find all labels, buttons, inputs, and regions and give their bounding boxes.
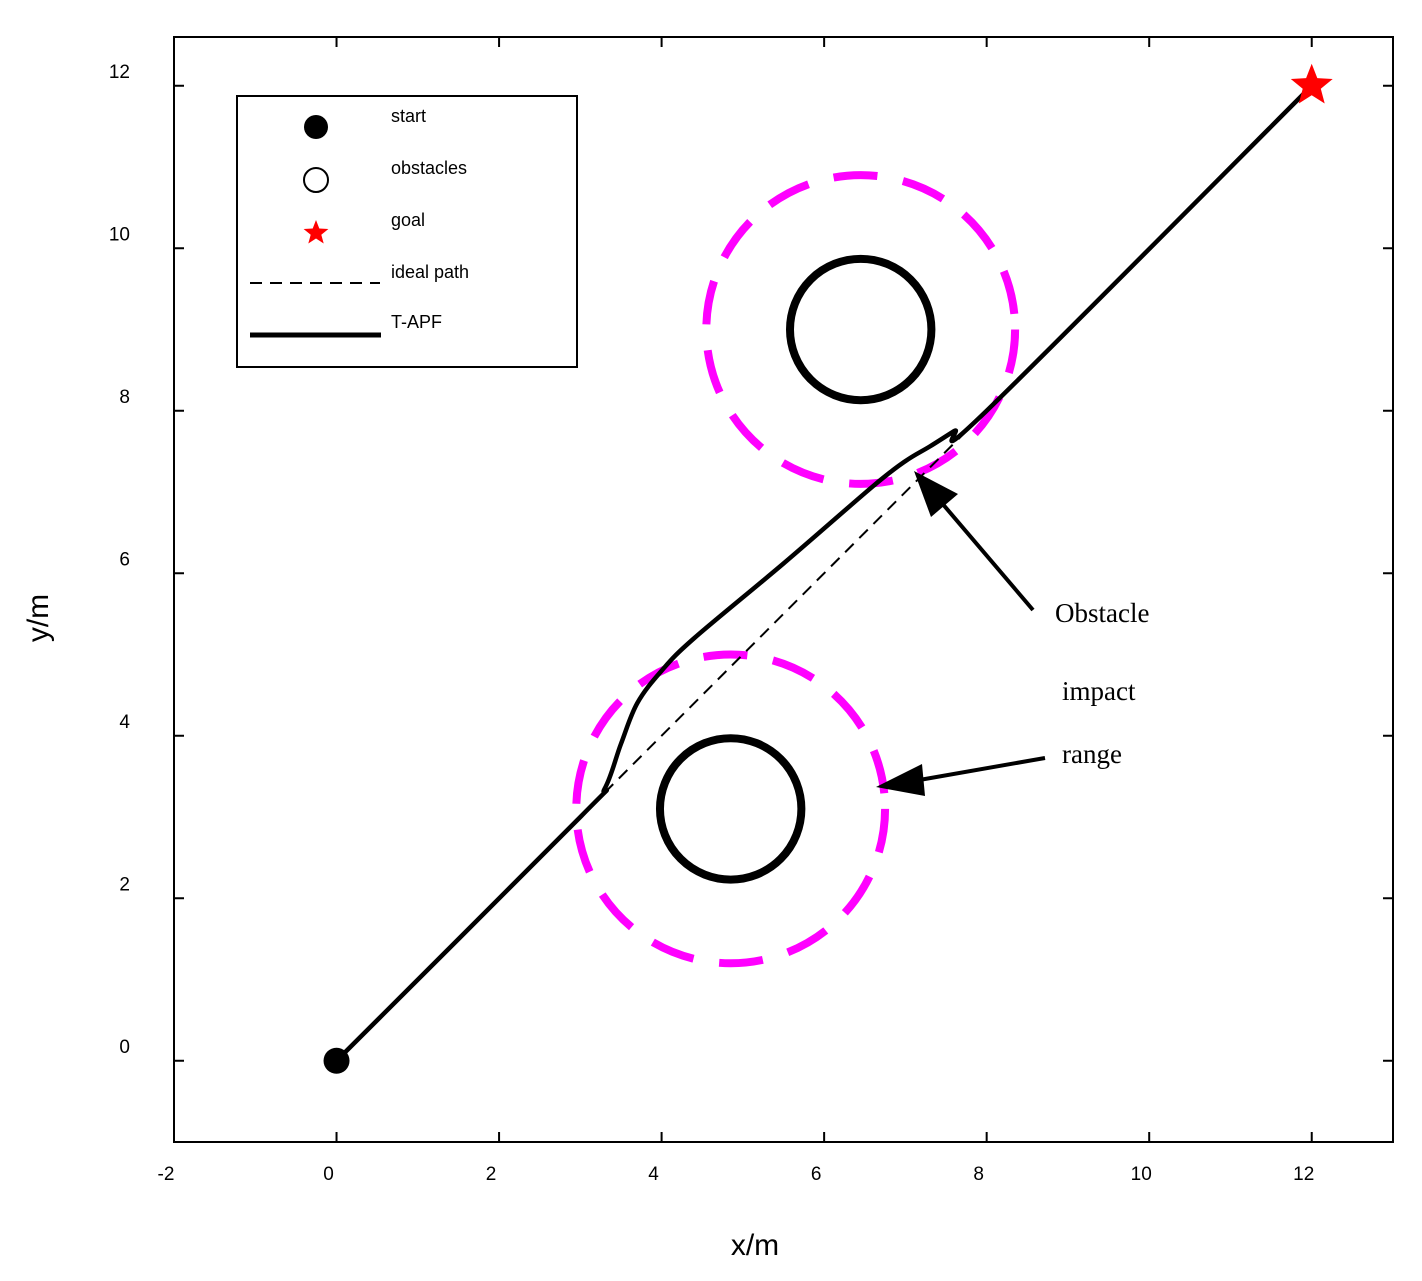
x-tick-label: 0 <box>323 1164 334 1185</box>
goal-star-icon <box>1290 63 1333 104</box>
x-tick-label: 6 <box>811 1164 822 1185</box>
x-tick-label: 2 <box>486 1164 497 1185</box>
annotation-word-impact: impact <box>1062 676 1136 706</box>
legend-start-marker <box>304 115 328 139</box>
impact-ranges <box>572 171 1020 968</box>
obstacle-circle <box>655 734 806 884</box>
legend-box <box>236 95 578 368</box>
legend-label-goal: goal <box>391 210 425 230</box>
start-marker <box>323 1047 350 1074</box>
annotation-word-range: range <box>1062 739 1122 769</box>
y-tick-label: 2 <box>119 874 130 895</box>
impact-range-circle <box>702 171 1020 488</box>
x-tick-label: 10 <box>1131 1164 1152 1185</box>
legend-label-ideal-path: ideal path <box>391 262 469 282</box>
start-goal-markers <box>323 63 1333 1074</box>
annotation: Obstacle impact range <box>876 471 1149 796</box>
obstacle-circle <box>786 254 936 405</box>
legend-obstacle-marker <box>303 167 329 193</box>
x-tick-label: 4 <box>648 1164 659 1185</box>
legend-label-tapf: T-APF <box>391 312 442 332</box>
y-tick-label: 10 <box>109 224 130 245</box>
y-tick-label: 12 <box>109 62 130 83</box>
x-tick-label: 12 <box>1293 1164 1314 1185</box>
y-tick-label: 4 <box>119 712 130 733</box>
legend-goal-star-icon <box>303 220 329 244</box>
x-tick-label: 8 <box>973 1164 984 1185</box>
impact-range-circle <box>572 650 890 968</box>
y-axis-title: y/m <box>22 594 55 642</box>
x-axis-ticks: -2 0 2 4 6 8 10 12 <box>158 37 1314 1185</box>
annotation-arrowhead-lower-icon <box>876 764 925 796</box>
annotation-arrowhead-upper-icon <box>914 471 958 517</box>
tapf-path-line <box>334 84 1314 1063</box>
x-axis-title: x/m <box>731 1229 779 1262</box>
legend-label-obstacles: obstacles <box>391 158 467 178</box>
series-lines <box>334 84 1314 1063</box>
ideal-path-line <box>604 410 988 794</box>
legend: start obstacles goal ideal path T-APF <box>236 95 578 368</box>
y-tick-label: 0 <box>119 1037 130 1058</box>
legend-label-start: start <box>391 106 426 126</box>
y-tick-label: 8 <box>119 387 130 408</box>
y-axis-ticks: 0 2 4 6 8 10 12 <box>109 62 1393 1062</box>
x-tick-label: -2 <box>158 1164 175 1185</box>
annotation-word-obstacle: Obstacle <box>1055 598 1149 628</box>
y-tick-label: 6 <box>119 549 130 570</box>
obstacles <box>655 254 936 884</box>
